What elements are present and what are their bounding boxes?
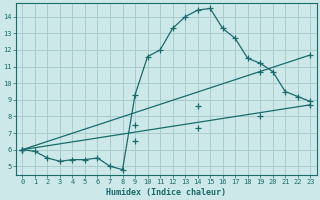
X-axis label: Humidex (Indice chaleur): Humidex (Indice chaleur) — [106, 188, 226, 197]
